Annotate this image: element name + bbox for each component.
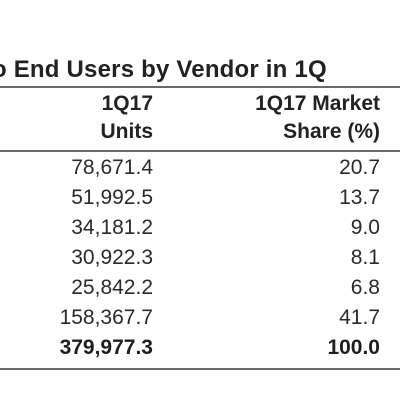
table-row: 158,367.7 41.7 bbox=[0, 302, 400, 332]
units-cell: 25,842.2 bbox=[71, 276, 153, 299]
table-row: 25,842.2 6.8 bbox=[0, 272, 400, 302]
units-cell: 34,181.2 bbox=[71, 216, 153, 239]
share-cell: 41.7 bbox=[339, 306, 380, 329]
table-row: 34,181.2 9.0 bbox=[0, 212, 400, 242]
table-total-row: 379,977.3 100.0 bbox=[0, 332, 400, 362]
table-title: o End Users by Vendor in 1Q bbox=[0, 56, 327, 83]
share-cell: 8.1 bbox=[350, 246, 380, 269]
total-share-cell: 100.0 bbox=[327, 336, 380, 359]
column-header-share-line2: Share (%) bbox=[283, 120, 380, 143]
share-cell: 6.8 bbox=[350, 276, 380, 299]
total-units-cell: 379,977.3 bbox=[59, 336, 153, 359]
table-bottom-rule bbox=[0, 368, 400, 370]
table-row: 78,671.4 20.7 bbox=[0, 152, 400, 182]
share-cell: 9.0 bbox=[350, 216, 380, 239]
header-top-rule bbox=[0, 86, 400, 88]
units-cell: 51,992.5 bbox=[71, 186, 153, 209]
share-cell: 20.7 bbox=[339, 156, 380, 179]
table-row: 51,992.5 13.7 bbox=[0, 182, 400, 212]
table-row: 30,922.3 8.1 bbox=[0, 242, 400, 272]
header-bottom-rule bbox=[0, 150, 400, 152]
share-cell: 13.7 bbox=[339, 186, 380, 209]
units-cell: 158,367.7 bbox=[59, 306, 153, 329]
column-header-share-line1: 1Q17 Market bbox=[255, 92, 380, 115]
column-header-units-line1: 1Q17 bbox=[101, 92, 153, 115]
table-body: 78,671.4 20.7 51,992.5 13.7 34,181.2 9.0… bbox=[0, 152, 400, 362]
units-cell: 78,671.4 bbox=[71, 156, 153, 179]
units-cell: 30,922.3 bbox=[71, 246, 153, 269]
column-header-units-line2: Units bbox=[100, 120, 154, 143]
